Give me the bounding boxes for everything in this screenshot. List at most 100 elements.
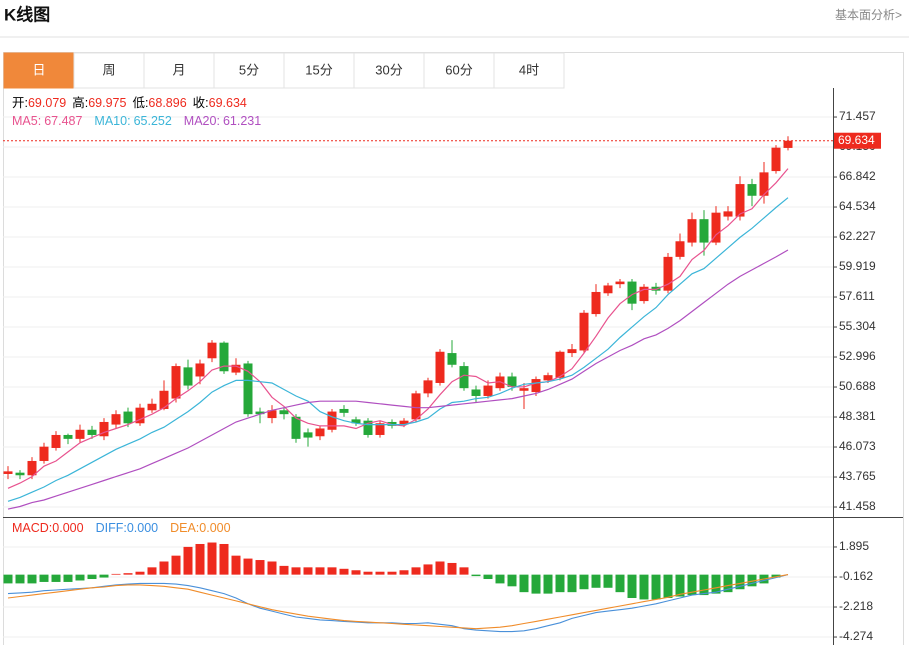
ma-value: 61.231 bbox=[223, 114, 261, 128]
y-tick-label: 52.996 bbox=[839, 349, 876, 363]
candle-body bbox=[135, 407, 145, 424]
tab-label[interactable]: 5分 bbox=[239, 62, 259, 77]
ohlc-readout: 开:69.079 高:69.975 低:68.896 收:69.634 bbox=[12, 95, 247, 110]
close-label: 收: bbox=[193, 96, 209, 110]
macd-bar bbox=[207, 542, 217, 575]
candle-body bbox=[591, 291, 601, 315]
candle-body bbox=[327, 411, 337, 430]
macd-bar bbox=[747, 574, 757, 587]
macd-bar bbox=[663, 574, 673, 598]
macd-bar bbox=[711, 574, 721, 594]
candle-body bbox=[411, 393, 421, 420]
candle-body bbox=[183, 367, 193, 386]
candle-body bbox=[219, 342, 229, 372]
y-tick-label: 71.457 bbox=[839, 109, 876, 123]
candle-body bbox=[699, 219, 709, 243]
diff-label: DIFF: bbox=[96, 521, 127, 535]
y-tick-label: 50.688 bbox=[839, 379, 876, 393]
candle-body bbox=[459, 366, 469, 389]
candle-body bbox=[351, 419, 361, 424]
y-tick-label: 1.895 bbox=[839, 539, 869, 553]
y-tick-label: 59.919 bbox=[839, 259, 876, 273]
macd-bar bbox=[531, 574, 541, 594]
macd-bar bbox=[87, 574, 97, 580]
candle-body bbox=[3, 471, 13, 474]
candle-body bbox=[75, 429, 85, 439]
tab-label[interactable]: 4时 bbox=[519, 62, 539, 77]
macd-bar bbox=[459, 567, 469, 575]
macd-bar bbox=[351, 570, 361, 575]
candle-body bbox=[555, 351, 565, 378]
macd-bar bbox=[243, 558, 253, 575]
tab[interactable] bbox=[143, 52, 215, 89]
close-value: 69.634 bbox=[209, 96, 247, 110]
candle-body bbox=[375, 423, 385, 435]
tab-label[interactable]: 15分 bbox=[305, 62, 332, 77]
ma-label: MA20: bbox=[184, 114, 220, 128]
candle-body bbox=[483, 385, 493, 396]
high-label: 高: bbox=[72, 95, 88, 110]
candle-body bbox=[159, 390, 169, 409]
macd-bar bbox=[471, 574, 481, 577]
macd-bar bbox=[519, 574, 529, 593]
last-price-tag: 69.634 bbox=[838, 133, 875, 147]
tab-label[interactable]: 月 bbox=[172, 62, 185, 77]
candle-body bbox=[711, 212, 721, 243]
candle-body bbox=[507, 376, 517, 387]
macd-bar bbox=[63, 574, 73, 582]
macd-bar bbox=[171, 555, 181, 575]
macd-bar bbox=[507, 574, 517, 587]
macd-bar bbox=[435, 561, 445, 575]
candle-body bbox=[315, 428, 325, 437]
macd-bar bbox=[15, 574, 25, 584]
macd-bar bbox=[567, 574, 577, 593]
y-tick-label: 64.534 bbox=[839, 199, 876, 213]
tab-label[interactable]: 60分 bbox=[445, 62, 472, 77]
tab-label[interactable]: 周 bbox=[102, 62, 115, 77]
plot-area: 71.45769.15066.84264.53462.22759.91957.6… bbox=[3, 109, 881, 643]
candle-body bbox=[243, 363, 253, 415]
macd-bar bbox=[147, 567, 157, 575]
chart-frame bbox=[3, 52, 904, 645]
low-value: 68.896 bbox=[148, 96, 186, 110]
macd-bar bbox=[723, 574, 733, 593]
candle-body bbox=[171, 366, 181, 399]
macd-bar bbox=[423, 564, 433, 575]
page-title: K线图 bbox=[4, 4, 50, 24]
candle-body bbox=[471, 389, 481, 396]
candle-body bbox=[231, 364, 241, 373]
candle-body bbox=[99, 421, 109, 437]
high-value: 69.975 bbox=[88, 96, 126, 110]
candle-body bbox=[279, 410, 289, 415]
candle-body bbox=[531, 379, 541, 393]
y-tick-label: 55.304 bbox=[839, 319, 876, 333]
tab[interactable] bbox=[493, 52, 565, 89]
macd-bar bbox=[555, 574, 565, 593]
macd-bar bbox=[111, 573, 121, 575]
macd-bar bbox=[687, 574, 697, 596]
macd-bar bbox=[279, 565, 289, 575]
macd-bar bbox=[543, 574, 553, 594]
macd-bar bbox=[75, 574, 85, 581]
candle-body bbox=[747, 184, 757, 196]
ma-label: MA5: bbox=[12, 114, 41, 128]
macd-bar bbox=[399, 570, 409, 575]
macd-bar bbox=[699, 574, 709, 596]
macd-bar bbox=[327, 567, 337, 575]
y-tick-label: -4.274 bbox=[839, 629, 873, 643]
candle-body bbox=[723, 211, 733, 217]
macd-bar bbox=[159, 561, 169, 575]
candle-body bbox=[651, 286, 661, 291]
macd-bar bbox=[255, 560, 265, 575]
tab-label[interactable]: 日 bbox=[32, 62, 45, 77]
macd-bar bbox=[123, 573, 133, 575]
candle-body bbox=[735, 184, 745, 217]
tab[interactable] bbox=[353, 52, 425, 89]
tab[interactable] bbox=[73, 52, 145, 89]
tab-label[interactable]: 30分 bbox=[375, 62, 402, 77]
y-tick-label: 46.073 bbox=[839, 439, 876, 453]
fundamental-link[interactable]: 基本面分析> bbox=[835, 8, 902, 22]
ma-line bbox=[7, 168, 789, 489]
macd-label: MACD: bbox=[12, 521, 52, 535]
